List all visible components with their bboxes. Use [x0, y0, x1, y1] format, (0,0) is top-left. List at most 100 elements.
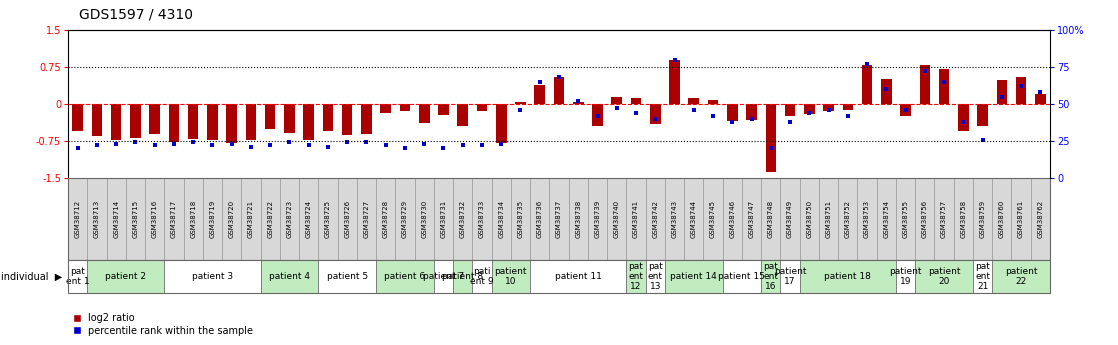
Bar	[492, 260, 530, 293]
Text: GSM38713: GSM38713	[94, 200, 100, 238]
Bar	[612, 97, 622, 104]
Bar	[881, 79, 892, 104]
Text: GSM38724: GSM38724	[305, 200, 312, 238]
Bar	[626, 260, 646, 293]
Bar	[361, 104, 372, 134]
Bar	[549, 178, 569, 260]
Bar	[246, 104, 256, 139]
Legend: log2 ratio, percentile rank within the sample: log2 ratio, percentile rank within the s…	[73, 313, 254, 336]
Bar	[169, 104, 179, 142]
Text: GDS1597 / 4310: GDS1597 / 4310	[79, 8, 193, 22]
Bar	[1035, 94, 1045, 104]
Bar	[896, 260, 916, 293]
Text: GSM38739: GSM38739	[595, 200, 600, 238]
Text: pati
ent 9: pati ent 9	[471, 267, 494, 286]
Text: pat
ent
13: pat ent 13	[647, 262, 663, 291]
Bar	[530, 178, 549, 260]
Text: GSM38716: GSM38716	[152, 200, 158, 238]
Text: GSM38741: GSM38741	[633, 200, 639, 238]
Text: GSM38745: GSM38745	[710, 200, 716, 238]
Text: GSM38749: GSM38749	[787, 200, 793, 238]
Bar	[996, 80, 1007, 104]
Bar	[780, 260, 799, 293]
Text: patient 6: patient 6	[385, 272, 426, 281]
Text: GSM38717: GSM38717	[171, 200, 177, 238]
Bar	[838, 178, 858, 260]
Text: pat
ent 1: pat ent 1	[66, 267, 89, 286]
Bar	[280, 178, 299, 260]
Bar	[434, 178, 453, 260]
Bar	[977, 104, 988, 126]
Bar	[670, 60, 680, 104]
Bar	[785, 104, 795, 116]
Bar	[472, 178, 492, 260]
Bar	[260, 178, 280, 260]
Bar	[799, 260, 896, 293]
Text: GSM38740: GSM38740	[614, 200, 619, 238]
Bar	[183, 178, 202, 260]
Text: patient 5: patient 5	[326, 272, 368, 281]
Text: GSM38754: GSM38754	[883, 200, 889, 238]
Text: patient 7: patient 7	[423, 272, 464, 281]
Bar	[973, 178, 993, 260]
Text: GSM38759: GSM38759	[979, 200, 986, 238]
Text: individual  ▶: individual ▶	[1, 272, 63, 282]
Text: GSM38731: GSM38731	[440, 200, 446, 238]
Bar	[727, 104, 738, 121]
Bar	[226, 104, 237, 144]
Bar	[916, 260, 973, 293]
Bar	[665, 178, 684, 260]
Bar	[665, 260, 722, 293]
Bar	[935, 178, 954, 260]
Text: GSM38720: GSM38720	[229, 200, 235, 238]
Bar	[87, 260, 164, 293]
Text: patient 4: patient 4	[269, 272, 310, 281]
Bar	[68, 178, 87, 260]
Text: GSM38736: GSM38736	[537, 200, 542, 238]
Bar	[761, 178, 780, 260]
Bar	[877, 178, 896, 260]
Bar	[188, 104, 199, 139]
Text: GSM38750: GSM38750	[806, 200, 813, 238]
Bar	[646, 260, 665, 293]
Text: GSM38722: GSM38722	[267, 200, 273, 238]
Bar	[415, 178, 434, 260]
Text: patient 11: patient 11	[555, 272, 601, 281]
Bar	[607, 178, 626, 260]
Bar	[323, 104, 333, 131]
Bar	[150, 104, 160, 134]
Text: patient
17: patient 17	[774, 267, 806, 286]
Bar	[457, 104, 468, 126]
Bar	[145, 178, 164, 260]
Text: patient 15: patient 15	[719, 272, 766, 281]
Text: GSM38719: GSM38719	[209, 200, 216, 238]
Bar	[530, 260, 626, 293]
Bar	[722, 178, 742, 260]
Bar	[993, 178, 1012, 260]
Text: GSM38729: GSM38729	[402, 200, 408, 238]
Bar	[900, 104, 911, 116]
Text: GSM38742: GSM38742	[652, 200, 659, 238]
Bar	[303, 104, 314, 139]
Bar	[496, 104, 506, 144]
Bar	[553, 77, 565, 104]
Text: GSM38738: GSM38738	[576, 200, 581, 238]
Bar	[631, 98, 642, 104]
Bar	[843, 104, 853, 110]
Bar	[342, 104, 352, 135]
Bar	[376, 260, 434, 293]
Text: GSM38747: GSM38747	[749, 200, 755, 238]
Bar	[708, 100, 719, 104]
Bar	[973, 260, 993, 293]
Bar	[1031, 178, 1050, 260]
Text: GSM38726: GSM38726	[344, 200, 350, 238]
Bar	[569, 178, 588, 260]
Text: GSM38762: GSM38762	[1038, 200, 1043, 238]
Bar	[265, 104, 275, 129]
Bar	[87, 178, 106, 260]
Text: pat
ent
21: pat ent 21	[975, 262, 991, 291]
Text: GSM38727: GSM38727	[363, 200, 369, 238]
Bar	[746, 104, 757, 120]
Bar	[319, 260, 376, 293]
Text: pat
ent
16: pat ent 16	[764, 262, 778, 291]
